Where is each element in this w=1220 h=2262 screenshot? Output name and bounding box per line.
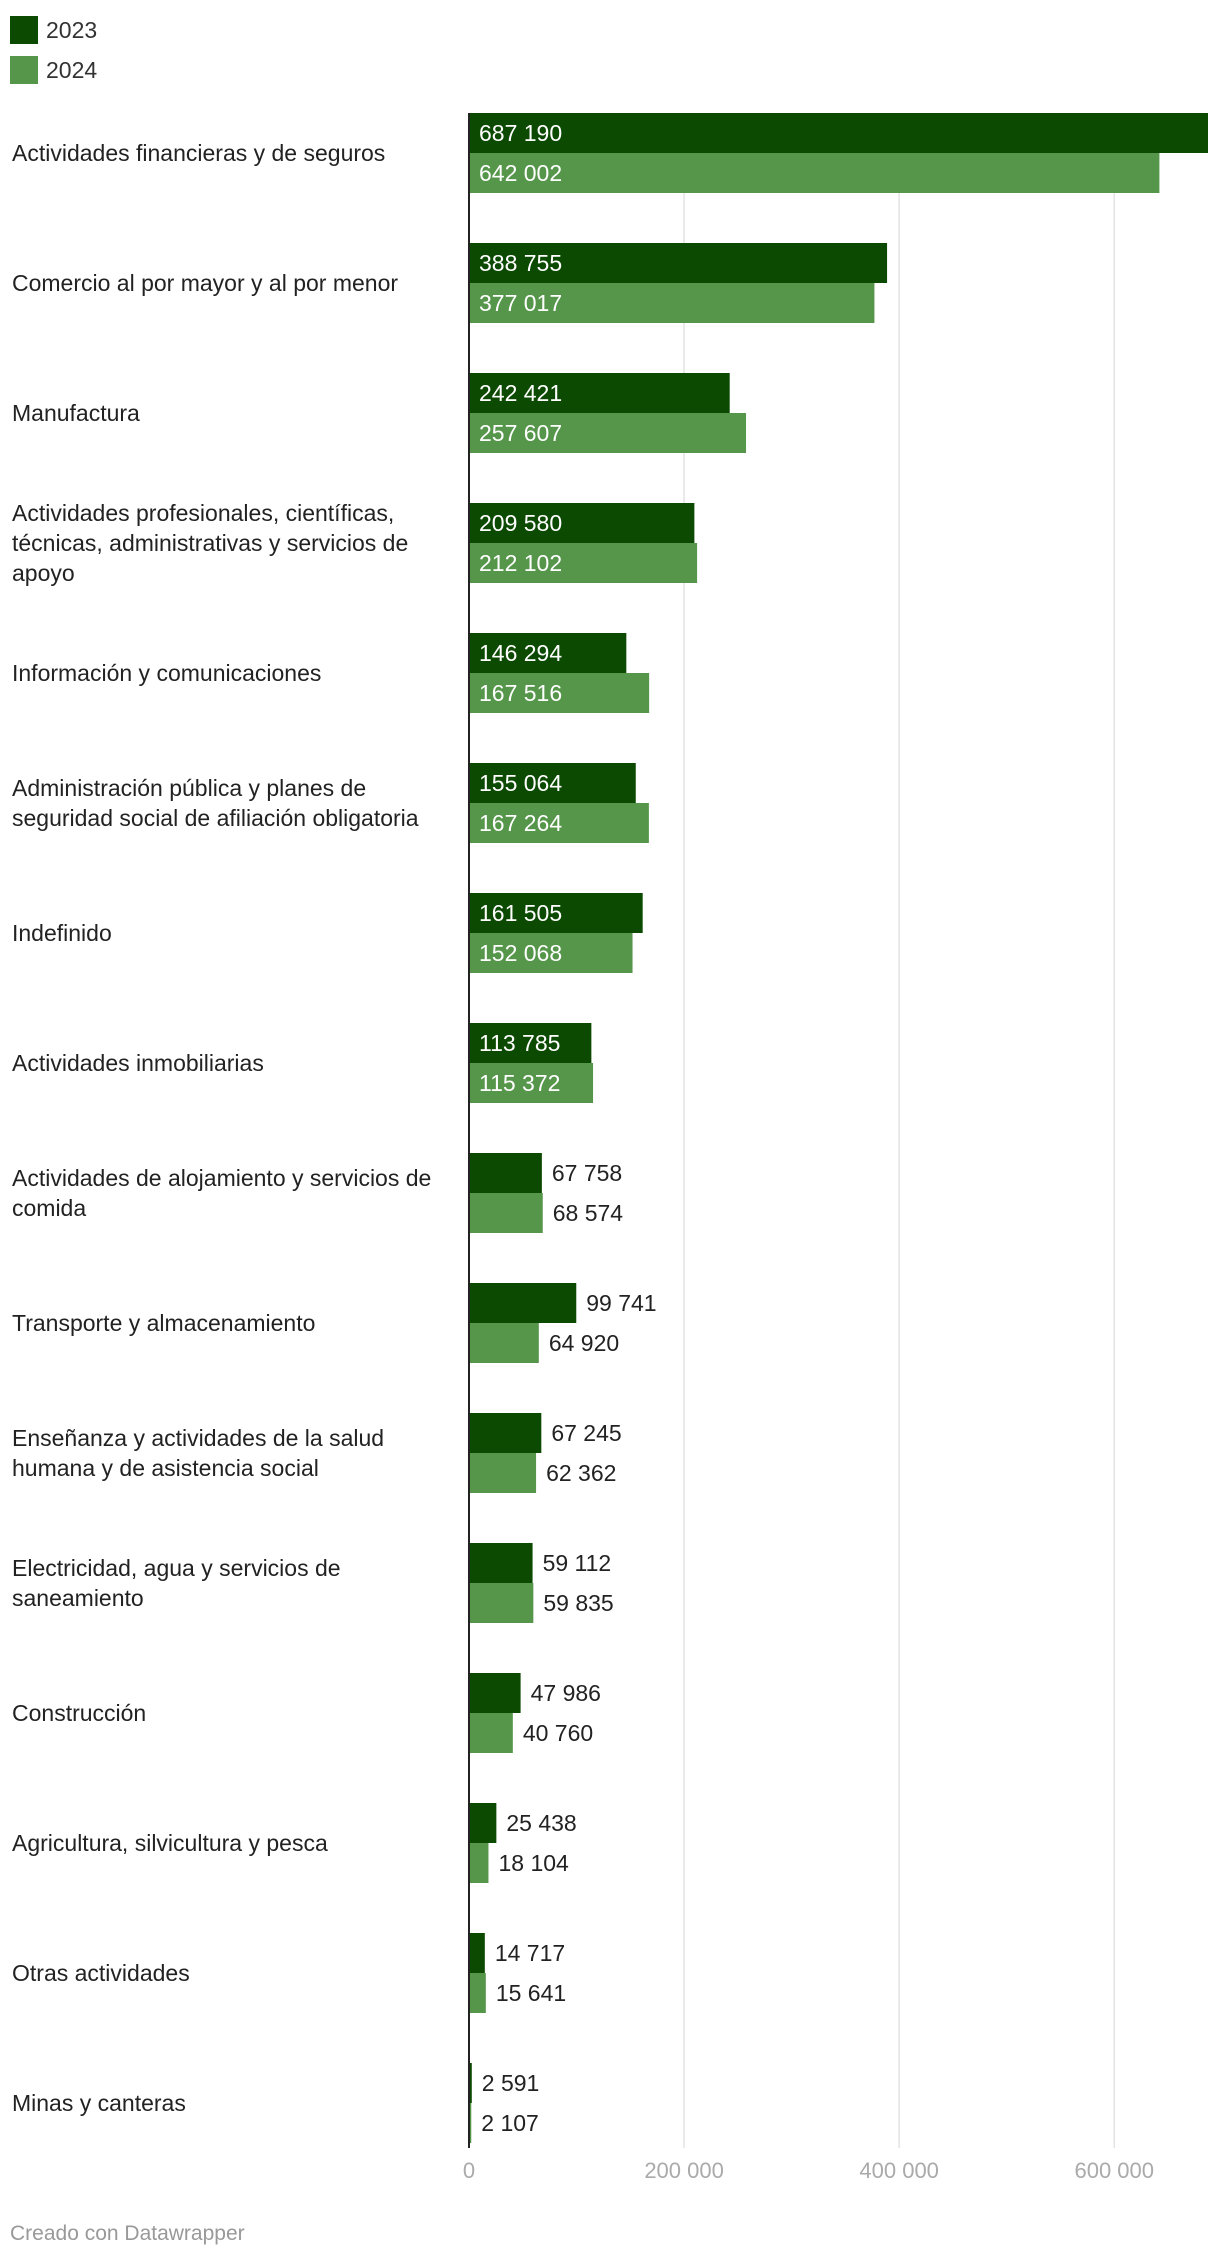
value-label-2023-5: 155 064 bbox=[479, 770, 562, 796]
category-label-7: Actividades inmobiliarias bbox=[12, 1050, 264, 1076]
value-label-2023-4: 146 294 bbox=[479, 640, 562, 666]
category-label-3-line-1: técnicas, administrativas y servicios de bbox=[12, 530, 408, 556]
value-label-2024-9: 64 920 bbox=[549, 1330, 619, 1356]
value-label-2024-6: 152 068 bbox=[479, 940, 562, 966]
bar-2024-6 bbox=[469, 933, 633, 973]
value-label-2024-11: 59 835 bbox=[543, 1590, 613, 1616]
value-label-2023-1: 388 755 bbox=[479, 250, 562, 276]
bar-2024-10 bbox=[469, 1453, 537, 1493]
category-label-1: Comercio al por mayor y al por menor bbox=[12, 270, 398, 296]
category-label-15: Minas y canteras bbox=[12, 2090, 186, 2116]
category-label-12: Construcción bbox=[12, 1700, 146, 1726]
value-label-2024-14: 15 641 bbox=[496, 1980, 566, 2006]
bar-2024-3 bbox=[469, 543, 698, 583]
value-label-2023-15: 2 591 bbox=[482, 2070, 540, 2096]
bar-2024-8 bbox=[469, 1193, 543, 1233]
legend-item-2023: 2023 bbox=[10, 10, 97, 50]
bar-2023-15 bbox=[469, 2063, 472, 2103]
value-label-2023-10: 67 245 bbox=[551, 1420, 621, 1446]
category-label-3-line-2: apoyo bbox=[12, 560, 75, 586]
x-tick-label-0: 0 bbox=[463, 2158, 475, 2183]
bar-2023-8 bbox=[469, 1153, 542, 1193]
footer-credit: Creado con Datawrapper bbox=[10, 2222, 245, 2245]
value-label-2023-13: 25 438 bbox=[506, 1810, 576, 1836]
value-label-2024-1: 377 017 bbox=[479, 290, 562, 316]
category-label-2: Manufactura bbox=[12, 400, 140, 426]
value-label-2024-2: 257 607 bbox=[479, 420, 562, 446]
bar-2024-0 bbox=[469, 153, 1160, 193]
bar-2024-2 bbox=[469, 413, 747, 453]
value-label-2023-11: 59 112 bbox=[543, 1550, 612, 1576]
category-label-0: Actividades financieras y de seguros bbox=[12, 140, 385, 166]
bar-2023-12 bbox=[469, 1673, 521, 1713]
category-label-10-line-0: Enseñanza y actividades de la salud bbox=[12, 1425, 384, 1451]
legend-swatch-2024 bbox=[10, 56, 38, 84]
bar-2023-7 bbox=[469, 1023, 592, 1063]
value-label-2023-9: 99 741 bbox=[586, 1290, 656, 1316]
value-label-2023-7: 113 785 bbox=[479, 1030, 560, 1056]
bar-2024-5 bbox=[469, 803, 649, 843]
bar-2023-10 bbox=[469, 1413, 542, 1453]
bar-2023-1 bbox=[469, 243, 888, 283]
bar-2024-7 bbox=[469, 1063, 594, 1103]
x-tick-label-3: 600 000 bbox=[1074, 2158, 1154, 2183]
value-label-2024-4: 167 516 bbox=[479, 680, 562, 706]
bar-2024-12 bbox=[469, 1713, 513, 1753]
category-label-5-line-0: Administración pública y planes de bbox=[12, 775, 366, 801]
value-label-2024-3: 212 102 bbox=[479, 550, 562, 576]
value-label-2024-0: 642 002 bbox=[479, 160, 562, 186]
value-label-2023-12: 47 986 bbox=[531, 1680, 601, 1706]
x-tick-label-2: 400 000 bbox=[859, 2158, 939, 2183]
value-label-2023-6: 161 505 bbox=[479, 900, 562, 926]
bar-2024-15 bbox=[469, 2103, 472, 2143]
bar-2023-13 bbox=[469, 1803, 497, 1843]
category-label-9: Transporte y almacenamiento bbox=[12, 1310, 315, 1336]
value-label-2024-13: 18 104 bbox=[498, 1850, 569, 1876]
bar-2023-6 bbox=[469, 893, 643, 933]
value-label-2023-14: 14 717 bbox=[495, 1940, 565, 1966]
bar-2023-4 bbox=[469, 633, 627, 673]
bar-2024-4 bbox=[469, 673, 650, 713]
bar-2023-11 bbox=[469, 1543, 533, 1583]
category-label-4: Información y comunicaciones bbox=[12, 660, 321, 686]
category-label-14: Otras actividades bbox=[12, 1960, 190, 1986]
bar-2024-11 bbox=[469, 1583, 534, 1623]
category-label-11-line-1: saneamiento bbox=[12, 1585, 144, 1611]
legend-label-2024: 2024 bbox=[46, 56, 98, 83]
category-label-8-line-1: comida bbox=[12, 1195, 86, 1221]
category-label-5-line-1: seguridad social de afiliación obligator… bbox=[12, 805, 419, 831]
value-label-2024-15: 2 107 bbox=[481, 2110, 539, 2136]
bar-2023-2 bbox=[469, 373, 730, 413]
category-label-10-line-1: humana y de asistencia social bbox=[12, 1455, 319, 1481]
value-label-2023-0: 687 190 bbox=[479, 120, 562, 146]
legend: 2023 2024 bbox=[10, 10, 97, 90]
value-label-2023-3: 209 580 bbox=[479, 510, 562, 536]
category-label-8-line-0: Actividades de alojamiento y servicios d… bbox=[12, 1165, 431, 1191]
bar-2024-13 bbox=[469, 1843, 489, 1883]
legend-swatch-2023 bbox=[10, 16, 38, 44]
legend-item-2024: 2024 bbox=[10, 50, 97, 90]
category-label-13: Agricultura, silvicultura y pesca bbox=[12, 1830, 328, 1856]
category-label-11-line-0: Electricidad, agua y servicios de bbox=[12, 1555, 341, 1581]
value-label-2023-8: 67 758 bbox=[552, 1160, 622, 1186]
bar-2024-14 bbox=[469, 1973, 486, 2013]
bar-2023-0 bbox=[469, 113, 1208, 153]
value-label-2024-8: 68 574 bbox=[553, 1200, 624, 1226]
value-label-2024-12: 40 760 bbox=[523, 1720, 593, 1746]
bar-2023-3 bbox=[469, 503, 695, 543]
bar-2023-5 bbox=[469, 763, 636, 803]
value-label-2023-2: 242 421 bbox=[479, 380, 562, 406]
bar-2023-9 bbox=[469, 1283, 577, 1323]
value-label-2024-5: 167 264 bbox=[479, 810, 562, 836]
value-label-2024-10: 62 362 bbox=[546, 1460, 616, 1486]
category-label-3-line-0: Actividades profesionales, científicas, bbox=[12, 500, 394, 526]
bar-2024-1 bbox=[469, 283, 875, 323]
x-tick-label-1: 200 000 bbox=[644, 2158, 724, 2183]
category-label-6: Indefinido bbox=[12, 920, 112, 946]
legend-label-2023: 2023 bbox=[46, 16, 98, 43]
bar-2024-9 bbox=[469, 1323, 539, 1363]
value-label-2024-7: 115 372 bbox=[479, 1070, 560, 1096]
bar-2023-14 bbox=[469, 1933, 485, 1973]
